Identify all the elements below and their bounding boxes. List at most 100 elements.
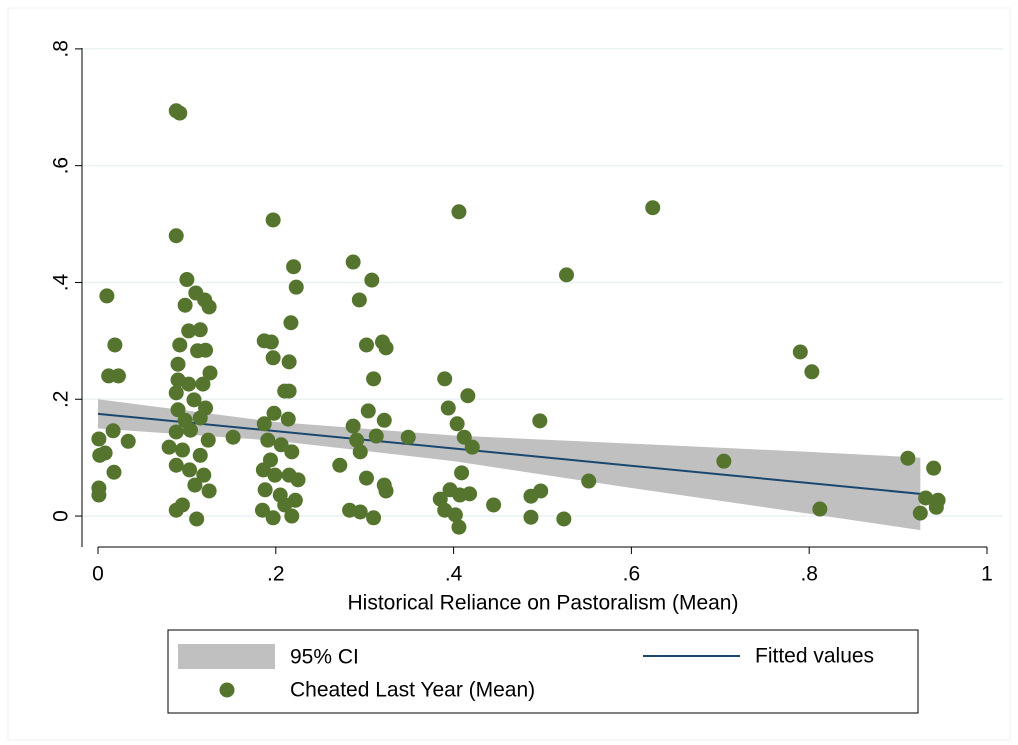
point (345, 254, 361, 270)
legend-swatch (178, 644, 275, 669)
point (105, 423, 121, 439)
point (91, 431, 107, 447)
point (366, 510, 382, 526)
point (192, 322, 208, 338)
point (277, 497, 293, 513)
point (812, 501, 828, 517)
point (110, 368, 126, 384)
point (451, 519, 467, 535)
point (349, 432, 365, 448)
point (260, 432, 276, 448)
point (174, 442, 190, 458)
point (716, 453, 732, 469)
point (556, 511, 572, 527)
point (200, 432, 216, 448)
point (265, 510, 281, 526)
point (120, 433, 136, 449)
point (358, 470, 374, 486)
point (645, 200, 661, 216)
point (179, 272, 195, 288)
point (273, 437, 289, 453)
ci-band (98, 399, 921, 531)
y-tick-label: 0 (50, 510, 73, 522)
point (286, 259, 302, 275)
point (267, 467, 283, 483)
point (91, 487, 107, 503)
point (464, 439, 480, 455)
point (161, 439, 177, 455)
point (190, 343, 206, 359)
point (284, 508, 300, 524)
point (378, 340, 394, 356)
fitted-line (97, 412, 921, 495)
point (168, 385, 184, 401)
point (358, 337, 374, 353)
point (189, 511, 205, 527)
point (454, 465, 470, 481)
legend-label: 95% CI (290, 646, 359, 669)
legend (167, 629, 919, 714)
point (192, 410, 208, 426)
y-tick-label: .4 (50, 273, 73, 291)
point (266, 405, 282, 421)
point (364, 272, 380, 288)
point (532, 413, 548, 429)
point (195, 376, 211, 392)
point (168, 502, 184, 518)
point (792, 344, 808, 360)
point (288, 279, 304, 295)
point (378, 483, 394, 499)
point (462, 486, 478, 502)
point (182, 462, 198, 478)
point (447, 507, 463, 523)
point (192, 447, 208, 463)
point (172, 337, 188, 353)
point (345, 418, 361, 434)
point (177, 297, 193, 313)
point (352, 504, 368, 520)
point (366, 371, 382, 387)
legend-swatch (219, 682, 235, 698)
point (265, 212, 281, 228)
point (97, 445, 113, 461)
point (804, 364, 820, 380)
point (437, 371, 453, 387)
point (928, 499, 944, 515)
point (486, 497, 502, 513)
point (400, 429, 416, 445)
point (202, 365, 218, 381)
x-tick-label: .2 (267, 563, 285, 586)
x-tick-label: .4 (445, 563, 463, 586)
legend-label: Cheated Last Year (Mean) (290, 679, 535, 702)
point (351, 292, 367, 308)
point (257, 482, 273, 498)
point (107, 337, 123, 353)
point (225, 429, 241, 445)
point (265, 350, 281, 366)
point (918, 490, 934, 506)
point (523, 509, 539, 525)
legend-label: Fitted values (755, 645, 874, 668)
point (181, 376, 197, 392)
point (170, 402, 186, 418)
point (283, 315, 299, 331)
point (263, 334, 279, 350)
point (168, 457, 184, 473)
point (449, 416, 465, 432)
y-tick-label: .2 (50, 390, 73, 408)
point (926, 460, 942, 476)
point (168, 103, 184, 119)
point (170, 356, 186, 372)
point (376, 412, 392, 428)
point (451, 204, 467, 220)
point (256, 416, 272, 432)
y-tick-label: .8 (50, 40, 73, 58)
point (106, 464, 122, 480)
point (201, 299, 217, 315)
point (196, 467, 212, 483)
point (281, 354, 297, 370)
point (262, 452, 278, 468)
x-tick-label: 1 (981, 563, 993, 586)
point (368, 428, 384, 444)
